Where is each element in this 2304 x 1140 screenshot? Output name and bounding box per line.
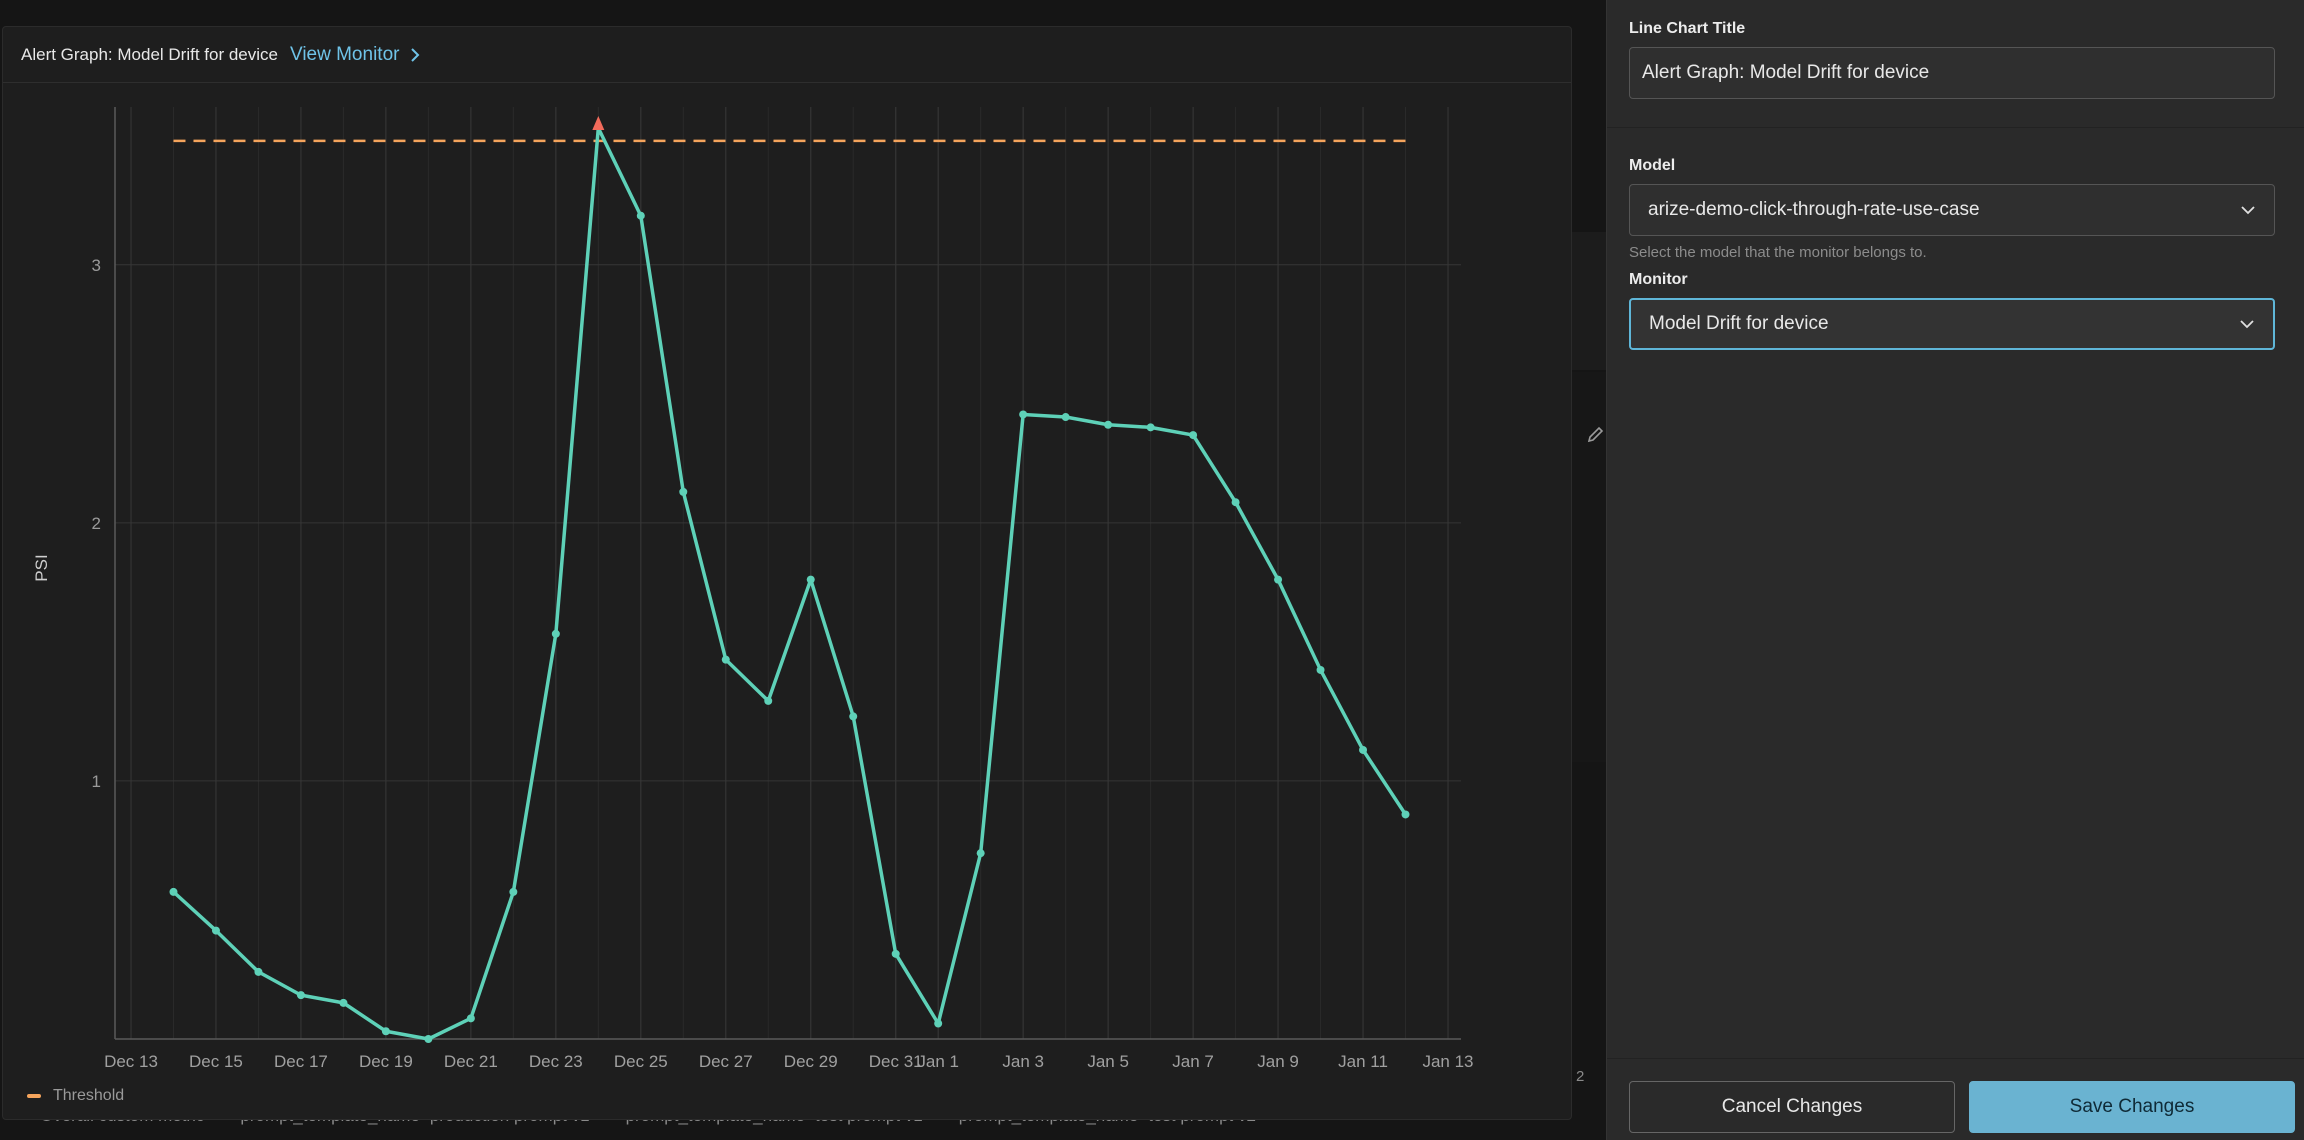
y-tick-label: 3 [92, 256, 101, 275]
psi-data-point [551, 629, 560, 638]
chart-title: Alert Graph: Model Drift for device [21, 44, 278, 64]
psi-line-chart: 1 2 3 Dec 13 Dec 15 Dec 17 Dec 19 Dec 21 Dec 23 D… [32, 107, 1474, 1071]
model-helper-text: Select the model that the monitor belong… [1629, 244, 1927, 261]
x-tick-label: Jan 7 [1172, 1052, 1214, 1071]
psi-data-point [381, 1027, 390, 1036]
chart-settings-panel: Line Chart Title Model arize-demo-click-… [1606, 0, 2304, 1140]
monitor-select[interactable]: Model Drift for device [1629, 298, 2275, 350]
psi-data-point [1274, 575, 1283, 584]
chart-legend[interactable]: Threshold [27, 1087, 124, 1105]
x-tick-label: Jan 3 [1002, 1052, 1044, 1071]
monitor-label: Monitor [1629, 271, 1688, 288]
psi-data-point [296, 991, 305, 1000]
psi-data-point [211, 926, 220, 935]
chevron-right-icon [411, 47, 420, 62]
psi-data-point [849, 712, 858, 721]
x-tick-label: Dec 13 [104, 1052, 158, 1071]
psi-data-point [1061, 413, 1070, 422]
view-monitor-label: View Monitor [289, 43, 400, 65]
x-tick-label: Jan 5 [1087, 1052, 1129, 1071]
x-tick-label: Jan 1 [917, 1052, 959, 1071]
pencil-icon[interactable] [1586, 424, 1606, 444]
psi-data-point [1146, 423, 1155, 432]
psi-data-point [934, 1019, 943, 1028]
alert-graph-panel: 1 2 3 Dec 13 Dec 15 Dec 17 Dec 19 Dec 21 Dec 23 D… [2, 26, 1572, 1120]
psi-data-point [764, 696, 773, 705]
psi-data-point [721, 655, 730, 664]
psi-data-point [254, 967, 263, 976]
psi-data-point [339, 998, 348, 1007]
alert-marker [592, 115, 605, 130]
save-changes-button[interactable]: Save Changes [1969, 1081, 2295, 1133]
x-tick-label: Dec 23 [529, 1052, 583, 1071]
monitor-select-value: Model Drift for device [1649, 313, 1829, 334]
model-select[interactable]: arize-demo-click-through-rate-use-case [1629, 184, 2275, 236]
chevron-down-icon [2241, 206, 2255, 215]
x-tick-label: Dec 27 [699, 1052, 753, 1071]
psi-data-point [976, 849, 985, 858]
psi-data-point [1316, 665, 1325, 674]
threshold-legend-swatch [27, 1094, 41, 1098]
x-tick-label: Dec 31 [869, 1052, 923, 1071]
x-tick-label: Dec 21 [444, 1052, 498, 1071]
psi-data-point [466, 1014, 475, 1023]
psi-data-point [1189, 431, 1198, 440]
x-tick-label: Dec 17 [274, 1052, 328, 1071]
chevron-down-icon [2240, 320, 2254, 329]
y-tick-label: 2 [92, 514, 101, 533]
background-panel [1566, 232, 1606, 370]
background-number: 2 [1576, 1068, 1585, 1085]
psi-data-point [169, 887, 178, 896]
psi-data-point [1401, 810, 1410, 819]
psi-data-point [1104, 420, 1113, 429]
x-tick-label: Jan 13 [1422, 1052, 1473, 1071]
psi-data-point [636, 211, 645, 220]
view-monitor-link[interactable]: View Monitor [290, 44, 423, 66]
cancel-changes-button[interactable]: Cancel Changes [1629, 1081, 1955, 1133]
psi-data-point [679, 487, 688, 496]
model-select-value: arize-demo-click-through-rate-use-case [1648, 199, 1980, 220]
line-chart-title-label: Line Chart Title [1629, 20, 1746, 37]
psi-series-line [172, 126, 1407, 1041]
x-tick-label: Dec 19 [359, 1052, 413, 1071]
model-label: Model [1629, 157, 1676, 174]
psi-data-point [1359, 745, 1368, 754]
x-tick-label: Jan 9 [1257, 1052, 1299, 1071]
y-axis-label: PSI [32, 554, 51, 581]
psi-data-point [424, 1035, 433, 1043]
panel-footer: Cancel Changes Save Changes [1607, 1058, 2304, 1140]
background-panel [1566, 372, 1606, 762]
x-tick-label: Dec 15 [189, 1052, 243, 1071]
line-chart-title-input[interactable] [1629, 47, 2275, 99]
psi-data-point [509, 887, 518, 896]
y-tick-label: 1 [92, 772, 101, 791]
threshold-legend-label: Threshold [53, 1087, 125, 1104]
x-tick-label: Jan 11 [1338, 1052, 1388, 1071]
psi-data-point [806, 575, 815, 584]
psi-data-point [1231, 498, 1240, 507]
x-tick-label: Dec 29 [784, 1052, 838, 1071]
title-section [1607, 0, 2304, 128]
x-tick-label: Dec 25 [614, 1052, 668, 1071]
chart-header: Alert Graph: Model Drift for device View… [3, 27, 1571, 83]
psi-data-point [1019, 410, 1028, 419]
psi-data-point [891, 949, 900, 958]
